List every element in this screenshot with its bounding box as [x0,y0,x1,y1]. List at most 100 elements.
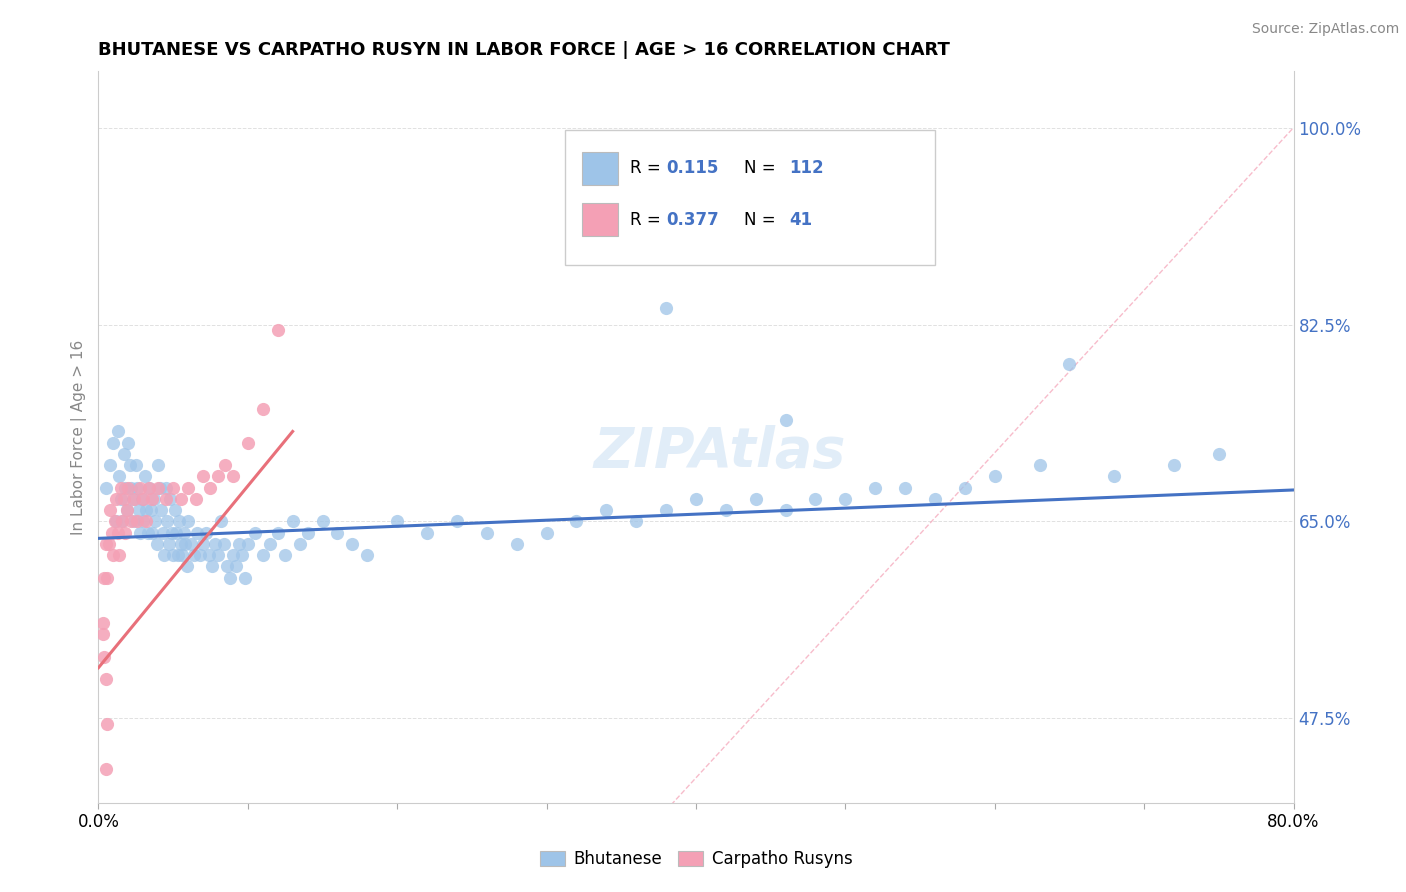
Point [162,481,184,495]
Point [105,491,128,506]
Point [142,491,165,506]
Point [128,503,150,517]
Point [236,537,259,551]
Point [1104,469,1126,483]
Point [111,515,134,529]
Point [129,525,152,540]
Point [108,469,131,483]
Point [1028,458,1050,473]
Point [228,537,250,551]
Point [259,537,281,551]
Point [127,481,149,495]
Point [127,515,149,529]
Text: ZIPAtlas: ZIPAtlas [593,425,846,479]
Point [775,503,797,517]
Point [155,481,177,495]
Point [267,525,290,540]
Point [153,548,176,562]
Point [108,548,131,562]
Point [231,548,253,562]
Point [1059,357,1081,371]
Point [120,481,142,495]
Point [446,515,468,529]
Point [169,491,191,506]
Point [132,515,155,529]
Point [152,525,174,540]
Point [953,481,976,495]
Point [121,491,143,506]
Point [134,469,156,483]
Point [173,525,195,540]
Point [167,515,190,529]
Point [198,548,221,562]
Point [124,491,146,506]
Point [148,481,170,495]
Point [97,537,120,551]
Point [775,413,797,427]
Point [111,515,134,529]
Point [112,491,135,506]
Point [804,491,827,506]
Point [174,537,197,551]
Point [200,481,222,495]
Point [117,435,139,450]
Point [201,559,224,574]
Point [385,515,409,529]
Point [94,537,117,551]
Point [475,525,498,540]
Point [595,503,617,517]
Point [267,323,290,337]
Point [745,491,768,506]
Point [150,503,173,517]
Point [112,447,135,461]
Point [184,491,207,506]
Point [103,435,125,450]
Point [924,491,946,506]
Point [536,525,558,540]
Point [356,548,378,562]
Point [865,481,887,495]
Point [655,301,678,315]
Text: N =: N = [744,211,775,229]
Point [416,525,439,540]
Point [132,491,155,506]
Point [141,491,163,506]
Point [252,401,274,416]
Point [160,525,183,540]
FancyBboxPatch shape [582,203,619,235]
Text: R =: R = [630,159,666,177]
Point [107,425,129,439]
Point [149,481,172,495]
Point [165,525,187,540]
Point [297,525,319,540]
Text: 41: 41 [789,211,813,229]
Point [93,649,115,664]
Text: BHUTANESE VS CARPATHO RUSYN IN LABOR FORCE | AGE > 16 CORRELATION CHART: BHUTANESE VS CARPATHO RUSYN IN LABOR FOR… [98,41,950,59]
Point [156,515,179,529]
Point [212,537,235,551]
Legend: Bhutanese, Carpatho Rusyns: Bhutanese, Carpatho Rusyns [533,844,859,875]
Point [209,515,232,529]
Point [139,503,162,517]
Point [834,491,856,506]
Point [110,481,132,495]
Point [91,627,114,641]
Y-axis label: In Labor Force | Age > 16: In Labor Force | Age > 16 [72,340,87,534]
Point [157,537,180,551]
Point [135,515,157,529]
Point [894,481,917,495]
Point [233,571,256,585]
Point [138,481,160,495]
Point [101,525,124,540]
Point [131,491,153,506]
Point [94,481,117,495]
Point [98,503,122,517]
Point [655,503,678,517]
Point [984,469,1007,483]
Point [1163,458,1185,473]
Point [94,672,117,686]
Point [177,481,200,495]
Point [125,458,148,473]
Point [172,548,194,562]
Point [207,548,229,562]
